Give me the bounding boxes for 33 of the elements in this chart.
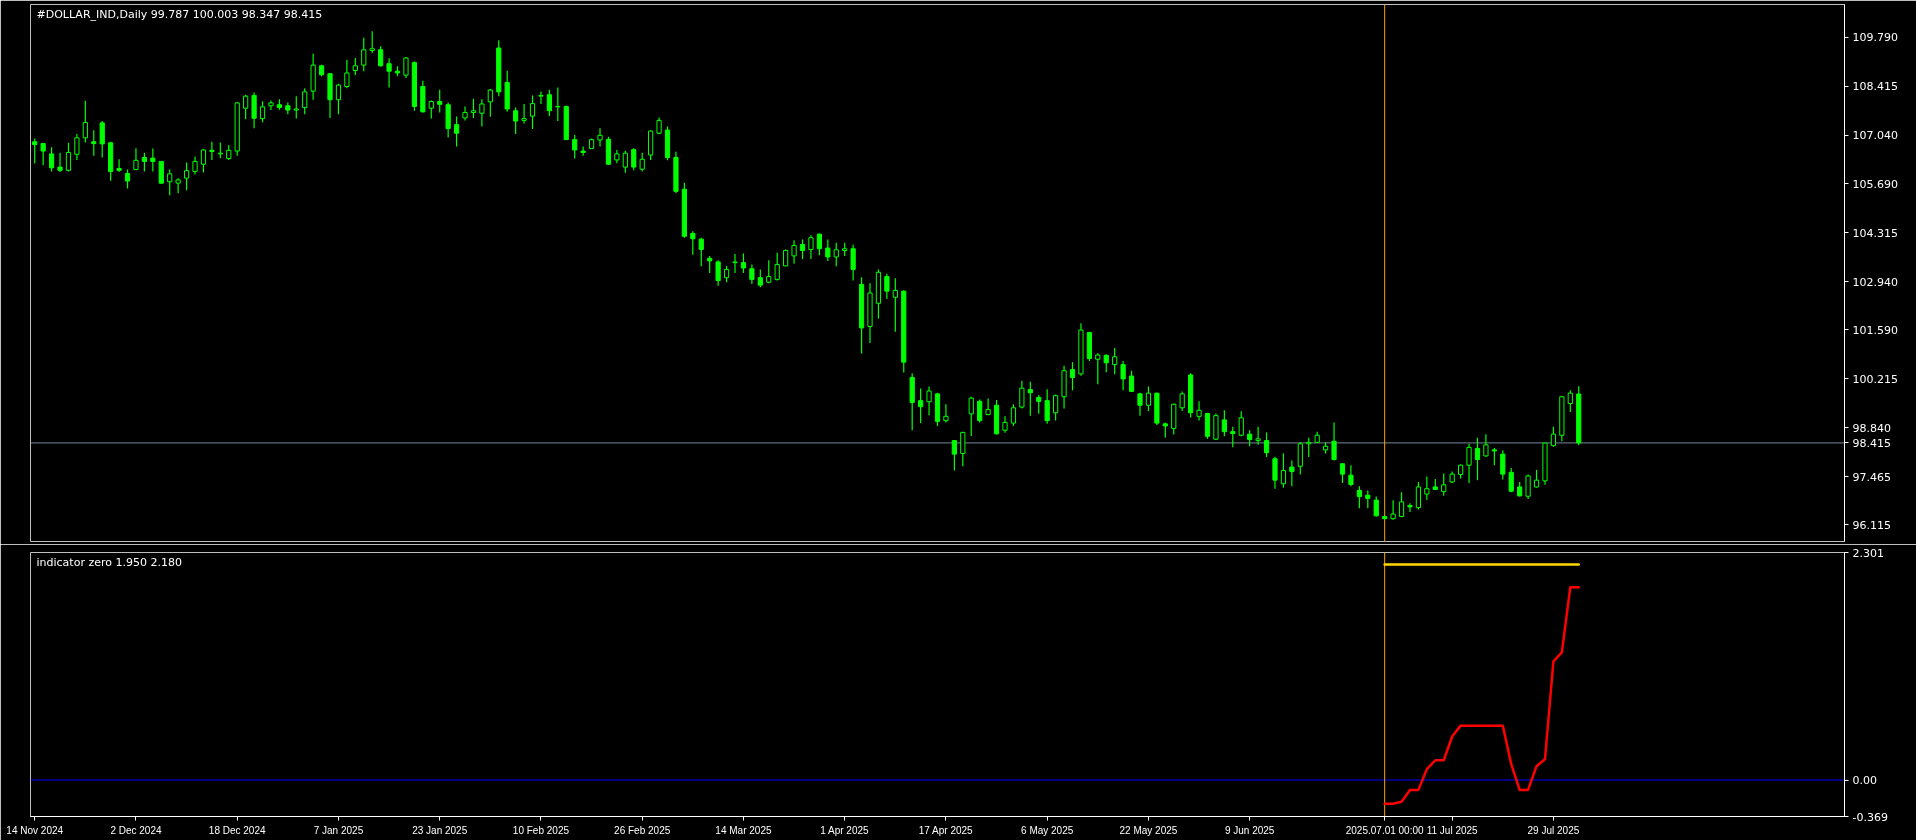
x-tick-label: 6 May 2025: [1021, 824, 1074, 836]
y-tick-label: 97.465: [1852, 470, 1891, 484]
x-tick-label: 10 Feb 2025: [512, 824, 570, 836]
y-tick-label: 109.790: [1852, 31, 1898, 45]
x-tick-label: 14 Mar 2025: [715, 824, 772, 836]
chart-title: #DOLLAR_IND,Daily 99.787 100.003 98.347 98.415: [36, 7, 323, 21]
chart-title: indicator zero 1.950 2.180: [36, 555, 182, 569]
y-tick-label: 96.115: [1852, 518, 1891, 532]
x-tick-label: 22 May 2025: [1119, 824, 1178, 836]
y-tick-label: 100.215: [1852, 372, 1898, 386]
y-tick-label: 107.040: [1852, 129, 1898, 143]
x-tick-label: 29 Jul 2025: [1527, 824, 1580, 836]
y-tick-label: 101.590: [1852, 323, 1898, 337]
x-tick-label: 11 Jul 2025: [1426, 824, 1479, 836]
x-tick-label: 1 Apr 2025: [820, 824, 870, 836]
x-tick-label: 7 Jan 2025: [313, 824, 364, 836]
x-tick-label: 26 Feb 2025: [614, 824, 671, 836]
y-tick-label: 0.00: [1852, 774, 1877, 788]
y-tick-label: 104.315: [1852, 226, 1898, 240]
y-tick-label: 108.415: [1852, 80, 1898, 94]
ref-line-label: 98.415: [1852, 436, 1891, 450]
x-tick-label: 18 Dec 2024: [208, 824, 266, 836]
x-tick-label: 2025.07.01 00:00: [1345, 824, 1425, 836]
x-tick-label: 23 Jan 2025: [412, 824, 468, 836]
x-tick-label: 17 Apr 2025: [918, 824, 974, 836]
y-tick-label: 102.940: [1852, 275, 1898, 289]
y-tick-label: 2.301: [1852, 546, 1884, 560]
x-tick-label: 14 Nov 2024: [6, 824, 64, 836]
y-tick-label: 98.840: [1852, 421, 1891, 435]
y-tick-label: 105.690: [1852, 177, 1898, 191]
x-tick-label: 9 Jun 2025: [1224, 824, 1275, 836]
y-tick-label: -0.369: [1852, 810, 1888, 824]
x-tick-label: 2 Dec 2024: [110, 824, 162, 836]
